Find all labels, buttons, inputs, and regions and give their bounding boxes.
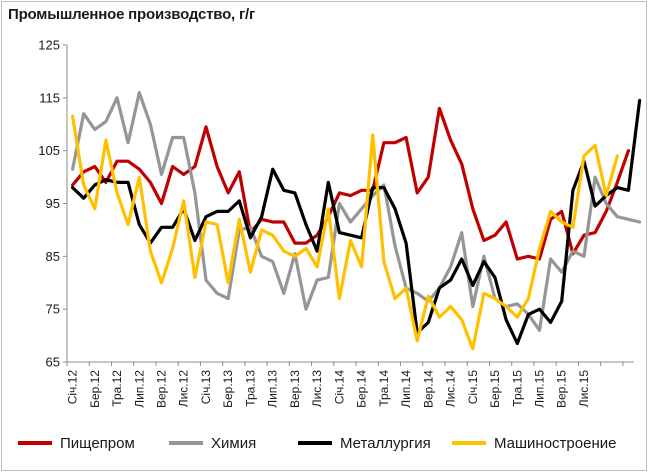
x-tick-label: Тра.15 [510, 370, 524, 407]
legend-item: Машиностроение [452, 429, 616, 457]
x-tick-label: Лип.15 [533, 370, 547, 408]
legend-item: Пищепром [18, 429, 135, 457]
legend-swatch [169, 441, 203, 445]
x-tick-label: Тра.14 [377, 370, 391, 407]
x-tick-label: Вер.12 [155, 370, 169, 408]
x-tick-label: Тра.12 [110, 370, 124, 407]
legend-swatch [298, 441, 332, 445]
x-tick-label: Лип.12 [132, 370, 146, 408]
y-tick-labels: 65 75 85 95 105 115 125 [38, 38, 60, 370]
series-layer [70, 90, 642, 351]
x-tick-label: Лип.13 [266, 370, 280, 408]
series-line-4 [70, 114, 619, 351]
y-tick-label: 75 [46, 302, 60, 317]
legend-item: Металлургия [298, 429, 431, 457]
series-line-3 [70, 98, 642, 346]
x-tick-label: Січ.15 [466, 370, 480, 405]
legend-label: Машиностроение [494, 434, 617, 452]
x-tick-label: Бер.13 [221, 370, 235, 408]
x-tick-label: Бер.12 [88, 370, 102, 408]
legend-label: Пищепром [60, 434, 135, 452]
x-tick-label: Бер.14 [355, 370, 369, 408]
chart-title: Промышленное производство, г/г [8, 6, 256, 23]
legend-swatch [18, 441, 52, 445]
x-tick-label: Лис.12 [177, 370, 191, 408]
legend-label: Химия [211, 434, 257, 452]
series-line-2 [70, 90, 642, 332]
x-tick-label: Вер.15 [555, 370, 569, 408]
x-tick-label: Тра.13 [243, 370, 257, 407]
x-tick-label: Бер.15 [488, 370, 502, 408]
x-tick-label: Січ.13 [199, 370, 213, 405]
y-tick-label: 125 [38, 38, 60, 53]
x-tick-label: Січ.12 [66, 370, 80, 405]
legend-swatch [452, 441, 486, 445]
x-tick-label: Січ.14 [332, 370, 346, 405]
legend-item: Химия [169, 429, 256, 457]
x-tick-label: Лис.13 [310, 370, 324, 408]
x-tick-labels: Січ.12 Бер.12 Тра.12 Лип.12 Вер.12 Лис.12 Січ.… [66, 370, 591, 408]
axes [63, 44, 634, 366]
legend-label: Металлургия [340, 434, 431, 452]
y-tick-label: 115 [39, 90, 60, 105]
y-tick-label: 95 [46, 196, 60, 211]
y-tick-label: 65 [46, 355, 60, 370]
x-tick-label: Лис.14 [444, 370, 458, 408]
x-tick-label: Вер.13 [288, 370, 302, 408]
x-tick-label: Лис.15 [577, 370, 591, 408]
x-tick-label: Вер.14 [421, 370, 435, 408]
legend: Пищепром Химия Металлургия Машиностроение [0, 429, 650, 457]
y-tick-label: 85 [46, 249, 60, 264]
y-tick-label: 105 [38, 143, 60, 158]
x-tick-label: Лип.14 [399, 370, 413, 408]
